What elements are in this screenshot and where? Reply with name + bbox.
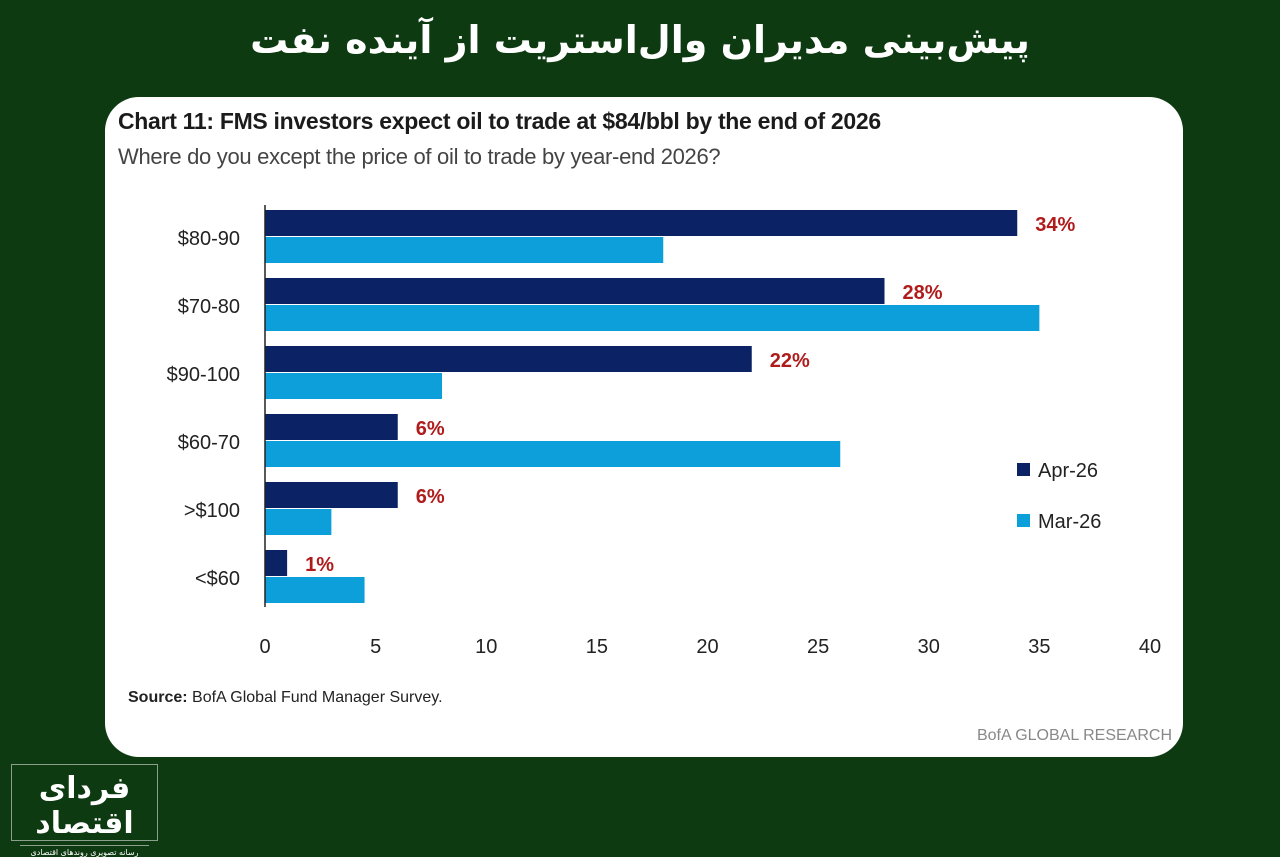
category-label: $90-100 [167,364,240,386]
chart-title: Chart 11: FMS investors expect oil to tr… [118,108,881,134]
x-tick-label: 35 [1028,636,1050,658]
bar-mar-26 [265,305,1040,331]
headline: پیش‌بینی مدیران وال‌استریت از آینده نفت [250,18,1030,62]
brand-label: BofA GLOBAL RESEARCH [976,727,1172,744]
logo-tagline: رسانه تصویری روندهای اقتصادی [20,845,149,857]
bar-apr-26 [265,210,1018,236]
category-label: $60-70 [178,432,240,454]
bar-mar-26 [265,237,664,263]
bar-apr-26 [265,550,288,576]
x-tick-label: 15 [586,636,608,658]
logo-name: فردای اقتصاد [35,771,134,841]
logo: فردای اقتصاد رسانه تصویری روندهای اقتصاد… [11,764,158,857]
category-label: >$100 [184,500,240,522]
bar-apr-26 [265,346,752,372]
category-label: <$60 [195,568,240,590]
data-label: 34% [1035,214,1075,236]
source-label: Source: [128,689,188,706]
x-tick-label: 5 [370,636,381,658]
x-tick-label: 0 [259,636,270,658]
legend-label: Mar-26 [1038,511,1101,533]
source-text: BofA Global Fund Manager Survey. [187,689,443,706]
x-tick-label: 20 [696,636,718,658]
bar-apr-26 [265,414,398,440]
legend-swatch [1017,514,1030,527]
bar-apr-26 [265,278,885,304]
bar-mar-26 [265,373,442,399]
legend-swatch [1017,463,1030,476]
bar-mar-26 [265,577,365,603]
data-label: 6% [416,486,445,508]
x-tick-label: 25 [807,636,829,658]
category-label: $70-80 [178,296,240,318]
bar-apr-26 [265,482,398,508]
x-tick-label: 10 [475,636,497,658]
bar-mar-26 [265,441,841,467]
legend-label: Apr-26 [1038,460,1098,482]
chart-subtitle: Where do you except the price of oil to … [118,144,721,169]
x-tick-label: 30 [918,636,940,658]
data-label: 1% [305,554,334,576]
category-label: $80-90 [178,228,240,250]
data-label: 28% [903,282,943,304]
source-note: Source: BofA Global Fund Manager Survey. [128,689,443,707]
data-label: 6% [416,418,445,440]
bar-mar-26 [265,509,332,535]
data-label: 22% [770,350,810,372]
x-tick-label: 40 [1139,636,1161,658]
